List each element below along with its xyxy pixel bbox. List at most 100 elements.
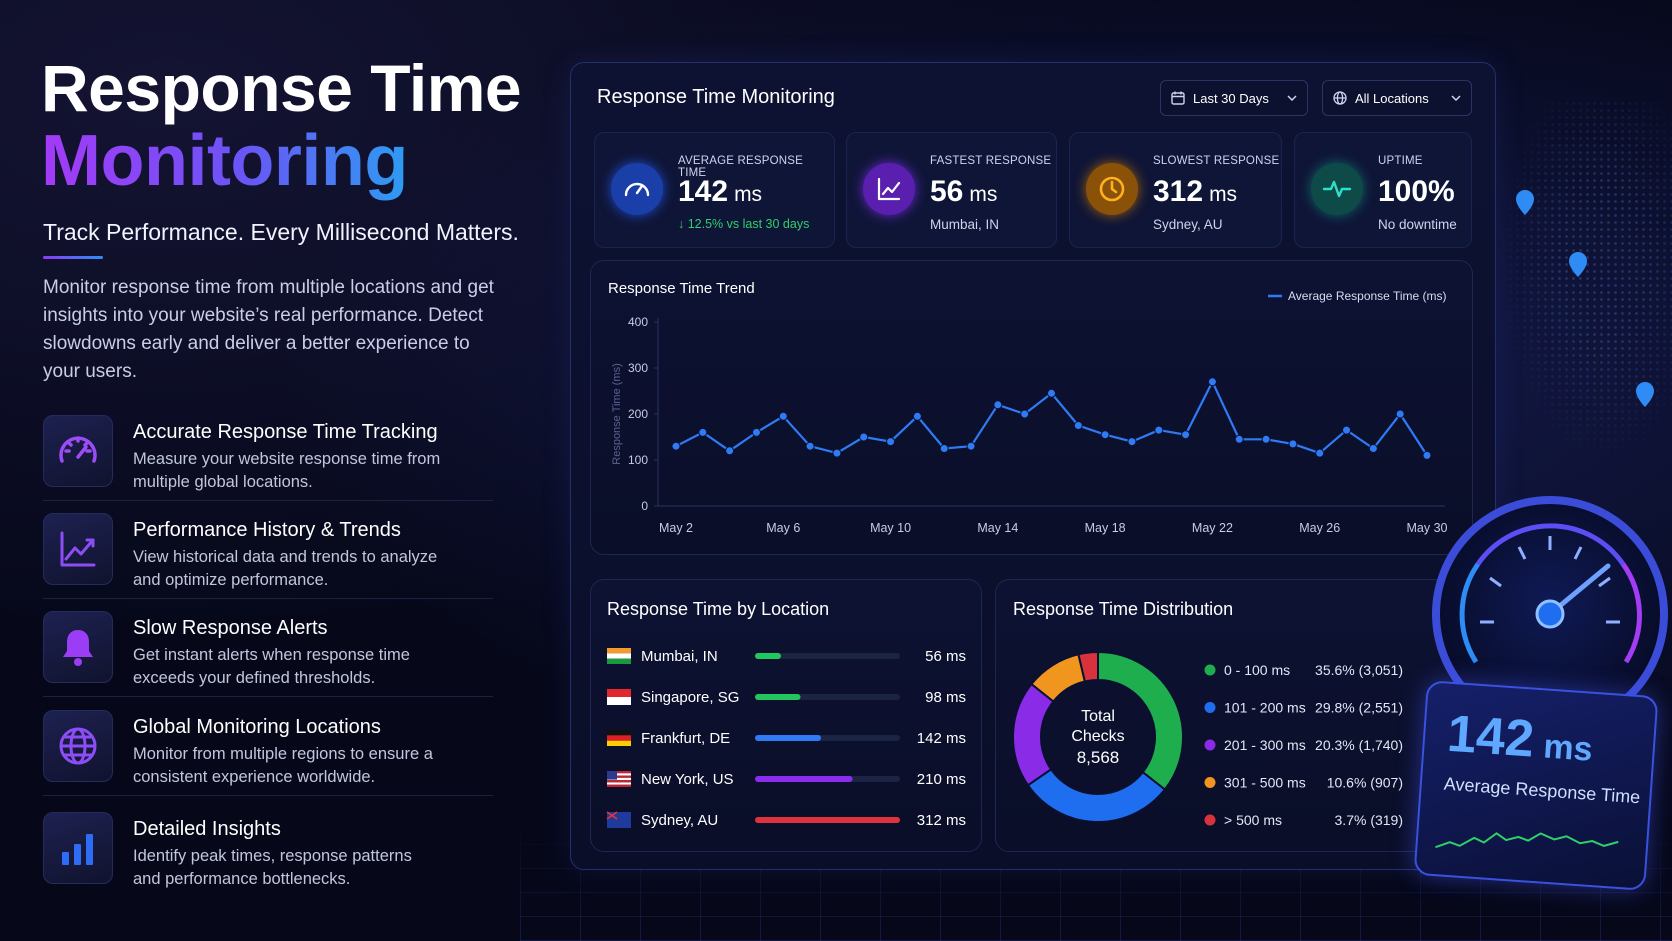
bar <box>755 653 782 659</box>
hero-description: Monitor response time from multiple loca… <box>43 277 494 382</box>
flag-band <box>607 648 631 654</box>
stat-note: Mumbai, IN <box>930 217 1000 232</box>
feature-title: Performance History & Trends <box>133 519 401 541</box>
location-filter[interactable]: All Locations <box>1322 80 1472 116</box>
map-pins <box>1516 190 1654 407</box>
data-point <box>939 444 949 453</box>
category-label: New York, US <box>641 771 734 788</box>
x-tick-label: May 2 <box>659 521 693 535</box>
y-tick-label: 0 <box>641 499 648 513</box>
legend-dot <box>1204 814 1216 826</box>
data-point <box>1288 439 1298 449</box>
feature: Slow Response Alerts Get instant alerts … <box>43 611 493 703</box>
data-point <box>993 400 1003 410</box>
stat-label: FASTEST RESPONSE <box>930 155 1052 167</box>
feature-title: Global Monitoring Locations <box>133 716 381 738</box>
stat-label: AVERAGE RESPONSE TIME <box>678 155 804 179</box>
value-label: 3.7% (319) <box>1335 812 1403 828</box>
legend-label: 201 - 300 ms <box>1224 737 1306 753</box>
flag-band <box>607 658 631 664</box>
data-point <box>1181 430 1191 440</box>
donut-center-value: 8,568 <box>1076 748 1120 767</box>
needle-hub <box>1535 599 1565 629</box>
value: 100% <box>1378 175 1455 208</box>
stat-icon <box>611 163 663 215</box>
unit: ms <box>734 183 763 206</box>
value: 142 <box>678 175 729 208</box>
legend-label: Average Response Time (ms) <box>1288 289 1447 303</box>
y-tick-label: 300 <box>628 361 648 375</box>
flag <box>607 689 631 705</box>
flag-band <box>607 784 631 787</box>
data-point <box>671 441 681 451</box>
y-tick-label: 400 <box>628 315 648 329</box>
flag-band <box>606 811 618 820</box>
chart-title: Response Time Distribution <box>1013 599 1233 619</box>
feature-description: Measure your website response time from … <box>133 450 441 491</box>
dashboard-title: Response Time Monitoring <box>597 86 835 108</box>
donut-segment <box>1026 767 1167 823</box>
data-point <box>1395 409 1405 419</box>
data-point <box>1368 444 1378 453</box>
data-point <box>698 427 708 437</box>
data-point <box>805 441 815 451</box>
data-point <box>1154 425 1164 435</box>
filter-label: Last 30 Days <box>1193 90 1269 106</box>
y-tick-label: 100 <box>628 453 648 467</box>
hero-title: Response Time <box>41 51 522 125</box>
flag <box>607 730 631 746</box>
flag-band <box>607 689 631 697</box>
stat-value: 56 ms <box>930 175 997 209</box>
legend-dot <box>1204 739 1216 751</box>
bar <box>755 735 821 741</box>
bar <box>755 694 801 700</box>
legend-dot <box>1204 664 1216 676</box>
value-label: 10.6% (907) <box>1327 775 1403 791</box>
unit: ms <box>969 183 998 206</box>
gauge-value: 142 ms <box>1445 704 1595 774</box>
category-label: Singapore, SG <box>641 689 739 706</box>
flag-band <box>607 777 631 781</box>
legend-label: > 500 ms <box>1224 812 1282 828</box>
data-point <box>912 411 922 421</box>
data-point <box>1234 434 1244 444</box>
gauge-label: Average Response Time <box>1443 773 1641 808</box>
tagline: Track Performance. Every Millisecond Mat… <box>43 219 519 245</box>
sparkline <box>1435 832 1619 849</box>
data-point <box>1020 409 1030 419</box>
legend-dot <box>1204 777 1216 788</box>
x-tick-label: May 18 <box>1085 521 1126 535</box>
stat-icon <box>1086 163 1138 215</box>
data-point <box>1315 448 1325 458</box>
stat-icon <box>863 163 915 215</box>
flag-band <box>607 653 631 659</box>
unit: ms <box>1542 727 1594 769</box>
flag <box>606 811 631 828</box>
value-label: 142 ms <box>917 730 966 747</box>
data-point <box>751 427 761 437</box>
date-filter[interactable]: Last 30 Days <box>1160 80 1308 116</box>
x-tick-label: May 22 <box>1192 521 1233 535</box>
category-label: Mumbai, IN <box>641 648 718 665</box>
x-tick-label: May 26 <box>1299 521 1340 535</box>
data-point <box>886 437 896 447</box>
gauge-ticks <box>1480 536 1620 624</box>
stat-icon <box>1311 163 1363 215</box>
flag-band <box>607 771 617 780</box>
value-label: 210 ms <box>917 771 966 788</box>
y-axis-label: Response Time (ms) <box>611 363 623 464</box>
data-point <box>1342 425 1352 435</box>
flag <box>607 648 631 664</box>
stat-card: AVERAGE RESPONSE TIME 142 ms ↓ 12.5% vs l… <box>594 132 835 248</box>
hero-highlight: Monitoring <box>41 121 408 201</box>
separator <box>43 598 493 599</box>
gauge-card: 142 ms Average Response Time <box>1413 680 1659 891</box>
flag-band <box>607 771 631 774</box>
flag-band <box>607 780 631 783</box>
separator <box>43 696 493 697</box>
flag-band <box>607 735 631 741</box>
feature-description: View historical data and trends to analy… <box>133 548 438 589</box>
flag-band <box>607 782 631 785</box>
data-point <box>1047 388 1056 398</box>
